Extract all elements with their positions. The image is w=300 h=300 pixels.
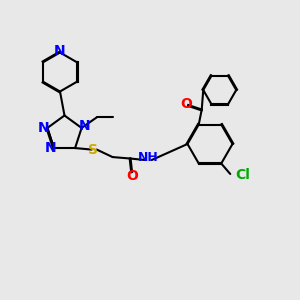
Text: N: N [54, 44, 66, 58]
Text: O: O [126, 169, 138, 183]
Text: N: N [38, 121, 50, 135]
Text: O: O [180, 97, 192, 110]
Text: NH: NH [138, 151, 158, 164]
Text: N: N [44, 141, 56, 155]
Text: Cl: Cl [236, 169, 250, 182]
Text: N: N [79, 119, 90, 134]
Text: S: S [88, 142, 98, 157]
